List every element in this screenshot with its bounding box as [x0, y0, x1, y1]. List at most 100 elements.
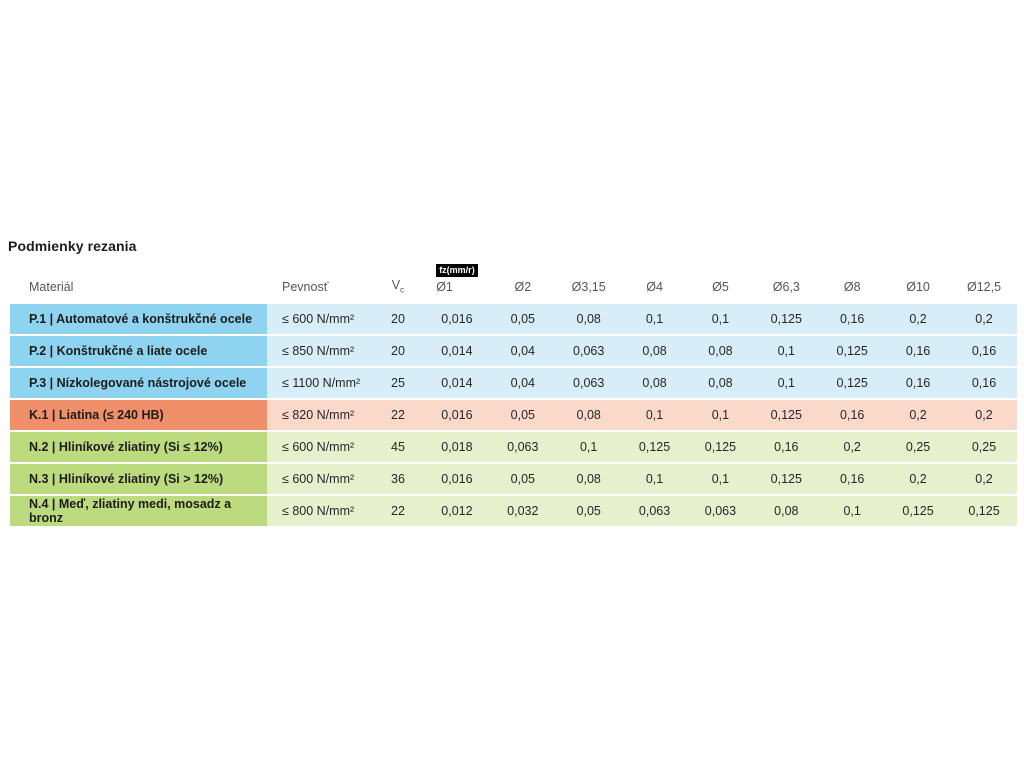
feed-value-cell: 0,2 [885, 400, 951, 430]
feed-value-cell: 0,2 [819, 432, 886, 462]
strength-cell: ≤ 600 N/mm² [267, 304, 372, 334]
feed-value-cell: 0,125 [885, 496, 951, 526]
feed-value-cell: 0,016 [424, 464, 490, 494]
diameter-label: Ø6,3 [772, 280, 800, 294]
cutting-conditions-table: Materiál Pevnosť Vc fz(mm/r) Ø1 Ø2 Ø3,15 Ø4 Ø… [10, 260, 1017, 528]
feed-value-cell: 0,2 [885, 304, 951, 334]
column-header-diameter-2: Ø2 [489, 262, 556, 302]
feed-value-cell: 0,016 [424, 400, 490, 430]
feed-value-cell: 0,125 [687, 432, 754, 462]
feed-value-cell: 0,08 [687, 368, 754, 398]
table-row: N.2 | Hliníkové zliatiny (Si ≤ 12%) ≤ 600… [10, 432, 1017, 462]
diameter-label: Ø8 [843, 280, 861, 294]
table-row: P.3 | Nízkolegované nástrojové ocele ≤ 11… [10, 368, 1017, 398]
strength-cell: ≤ 800 N/mm² [267, 496, 372, 526]
feed-value-cell: 0,25 [951, 432, 1017, 462]
table-row: N.3 | Hliníkové zliatiny (Si > 12%) ≤ 600… [10, 464, 1017, 494]
feed-value-cell: 0,16 [753, 432, 820, 462]
material-cell: P.2 | Konštrukčné a liate ocele [10, 336, 267, 366]
feed-value-cell: 0,014 [424, 336, 490, 366]
feed-value-cell: 0,063 [555, 336, 622, 366]
feed-value-cell: 0,2 [951, 304, 1017, 334]
feed-value-cell: 0,16 [819, 464, 886, 494]
feed-value-cell: 0,16 [819, 304, 886, 334]
vc-subscript: c [400, 284, 405, 294]
table-row: P.2 | Konštrukčné a liate ocele ≤ 850 N/m… [10, 336, 1017, 366]
table-row: K.1 | Liatina (≤ 240 HB) ≤ 820 N/mm² 22 0,0… [10, 400, 1017, 430]
feed-value-cell: 0,08 [753, 496, 820, 526]
vc-cell: 25 [372, 368, 424, 398]
diameter-label: Ø1 [436, 280, 453, 294]
feed-value-cell: 0,012 [424, 496, 490, 526]
vc-label: V [391, 277, 401, 292]
feed-value-cell: 0,08 [621, 368, 688, 398]
feed-value-cell: 0,125 [753, 464, 820, 494]
feed-value-cell: 0,05 [489, 400, 556, 430]
column-header-strength: Pevnosť [267, 262, 372, 302]
feed-value-cell: 0,014 [424, 368, 490, 398]
feed-value-cell: 0,04 [489, 368, 556, 398]
feed-value-cell: 0,063 [489, 432, 556, 462]
feed-value-cell: 0,125 [753, 304, 820, 334]
feed-value-cell: 0,1 [753, 336, 820, 366]
strength-cell: ≤ 600 N/mm² [267, 432, 372, 462]
feed-value-cell: 0,08 [555, 304, 622, 334]
feed-value-cell: 0,125 [819, 368, 886, 398]
feed-value-cell: 0,1 [687, 464, 754, 494]
feed-value-cell: 0,16 [951, 368, 1017, 398]
column-header-diameter-8: Ø10 [885, 262, 951, 302]
page-title: Podmienky rezania [8, 238, 137, 254]
feed-value-cell: 0,1 [621, 464, 688, 494]
strength-cell: ≤ 820 N/mm² [267, 400, 372, 430]
material-cell: K.1 | Liatina (≤ 240 HB) [10, 400, 267, 430]
strength-cell: ≤ 850 N/mm² [267, 336, 372, 366]
feed-value-cell: 0,125 [753, 400, 820, 430]
material-cell: N.4 | Meď, zliatiny medi, mosadz a bronz [10, 496, 267, 526]
feed-value-cell: 0,16 [885, 336, 951, 366]
material-cell: P.1 | Automatové a konštrukčné ocele [10, 304, 267, 334]
feed-value-cell: 0,2 [951, 464, 1017, 494]
strength-cell: ≤ 1100 N/mm² [267, 368, 372, 398]
column-header-diameter-1: fz(mm/r) Ø1 [424, 262, 490, 302]
feed-value-cell: 0,125 [951, 496, 1017, 526]
diameter-label: Ø10 [906, 280, 930, 294]
feed-value-cell: 0,08 [555, 400, 622, 430]
feed-value-cell: 0,05 [489, 304, 556, 334]
strength-cell: ≤ 600 N/mm² [267, 464, 372, 494]
material-cell: N.2 | Hliníkové zliatiny (Si ≤ 12%) [10, 432, 267, 462]
feed-value-cell: 0,04 [489, 336, 556, 366]
feed-value-cell: 0,08 [555, 464, 622, 494]
feed-value-cell: 0,063 [687, 496, 754, 526]
feed-value-cell: 0,125 [819, 336, 886, 366]
table-row: P.1 | Automatové a konštrukčné ocele ≤ 60… [10, 304, 1017, 334]
feed-value-cell: 0,018 [424, 432, 490, 462]
feed-value-cell: 0,063 [555, 368, 622, 398]
feed-value-cell: 0,05 [489, 464, 556, 494]
column-header-diameter-4: Ø4 [621, 262, 688, 302]
vc-cell: 20 [372, 336, 424, 366]
column-header-diameter-6: Ø6,3 [753, 262, 820, 302]
diameter-label: Ø12,5 [966, 280, 1002, 294]
vc-cell: 22 [372, 400, 424, 430]
feed-value-cell: 0,1 [621, 400, 688, 430]
feed-value-cell: 0,125 [621, 432, 688, 462]
table-header-row: Materiál Pevnosť Vc fz(mm/r) Ø1 Ø2 Ø3,15 Ø4 Ø… [10, 262, 1017, 302]
material-cell: N.3 | Hliníkové zliatiny (Si > 12%) [10, 464, 267, 494]
feed-value-cell: 0,016 [424, 304, 490, 334]
vc-cell: 36 [372, 464, 424, 494]
feed-value-cell: 0,2 [885, 464, 951, 494]
feed-value-cell: 0,08 [621, 336, 688, 366]
feed-value-cell: 0,25 [885, 432, 951, 462]
feed-value-cell: 0,05 [555, 496, 622, 526]
feed-value-cell: 0,1 [687, 400, 754, 430]
column-header-diameter-9: Ø12,5 [951, 262, 1017, 302]
diameter-label: Ø2 [514, 280, 532, 294]
feed-value-cell: 0,1 [753, 368, 820, 398]
feed-value-cell: 0,1 [687, 304, 754, 334]
vc-cell: 45 [372, 432, 424, 462]
feed-value-cell: 0,1 [621, 304, 688, 334]
column-header-diameter-5: Ø5 [687, 262, 754, 302]
diameter-label: Ø5 [712, 280, 729, 294]
feed-value-cell: 0,16 [951, 336, 1017, 366]
